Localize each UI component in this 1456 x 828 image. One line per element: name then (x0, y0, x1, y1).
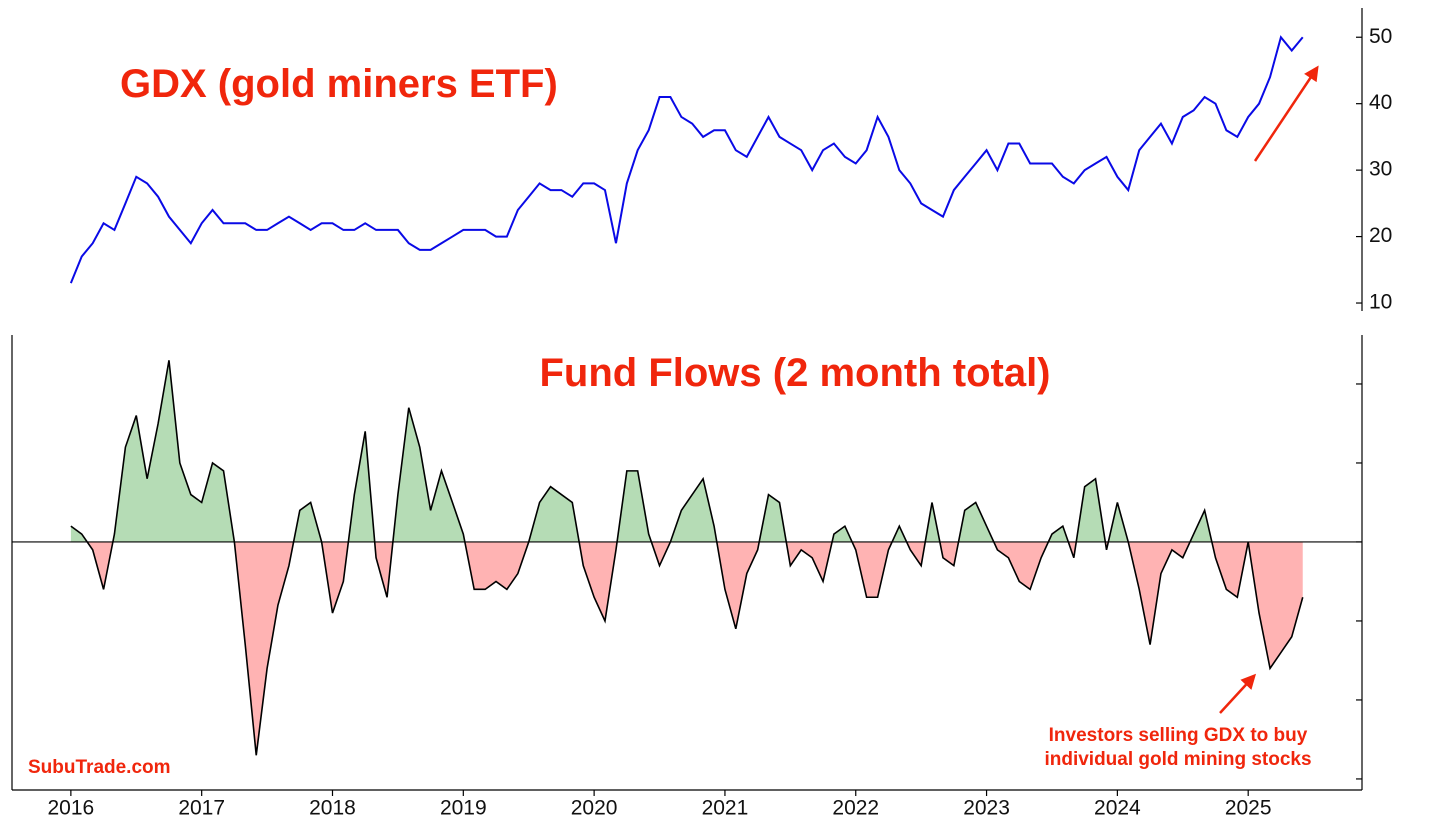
bottom-title: Fund Flows (2 month total) (539, 351, 1050, 395)
y-tick-label: 10 (1369, 291, 1392, 314)
price-line (69, 35, 1304, 284)
negative-fill (70, 541, 1303, 756)
y-tick-label: 20 (1369, 224, 1392, 247)
x-tick-label: 2023 (963, 797, 1010, 820)
y-tick-label: 40 (1369, 91, 1392, 114)
positive-fill (70, 360, 1249, 542)
arrow (1219, 673, 1257, 714)
top-title: GDX (gold miners ETF) (120, 62, 558, 106)
y-tick-label: 30 (1369, 158, 1392, 181)
x-tick-label: 2016 (48, 797, 95, 820)
x-tick-label: 2017 (178, 797, 225, 820)
x-tick-label: 2021 (702, 797, 749, 820)
arrow (1253, 65, 1319, 162)
x-tick-label: 2022 (832, 797, 879, 820)
x-tick-label: 2018 (309, 797, 356, 820)
x-tick-label: 2024 (1094, 797, 1141, 820)
flow-line (70, 360, 1304, 756)
x-tick-label: 2019 (440, 797, 487, 820)
x-tick-label: 2020 (571, 797, 618, 820)
y-tick-label: 50 (1369, 25, 1392, 48)
x-tick-label: 2025 (1225, 797, 1272, 820)
source: SubuTrade.com (28, 757, 171, 778)
annotation-line: individual gold mining stocks (1044, 749, 1311, 770)
annotation-line: Investors selling GDX to buy (1049, 725, 1308, 746)
